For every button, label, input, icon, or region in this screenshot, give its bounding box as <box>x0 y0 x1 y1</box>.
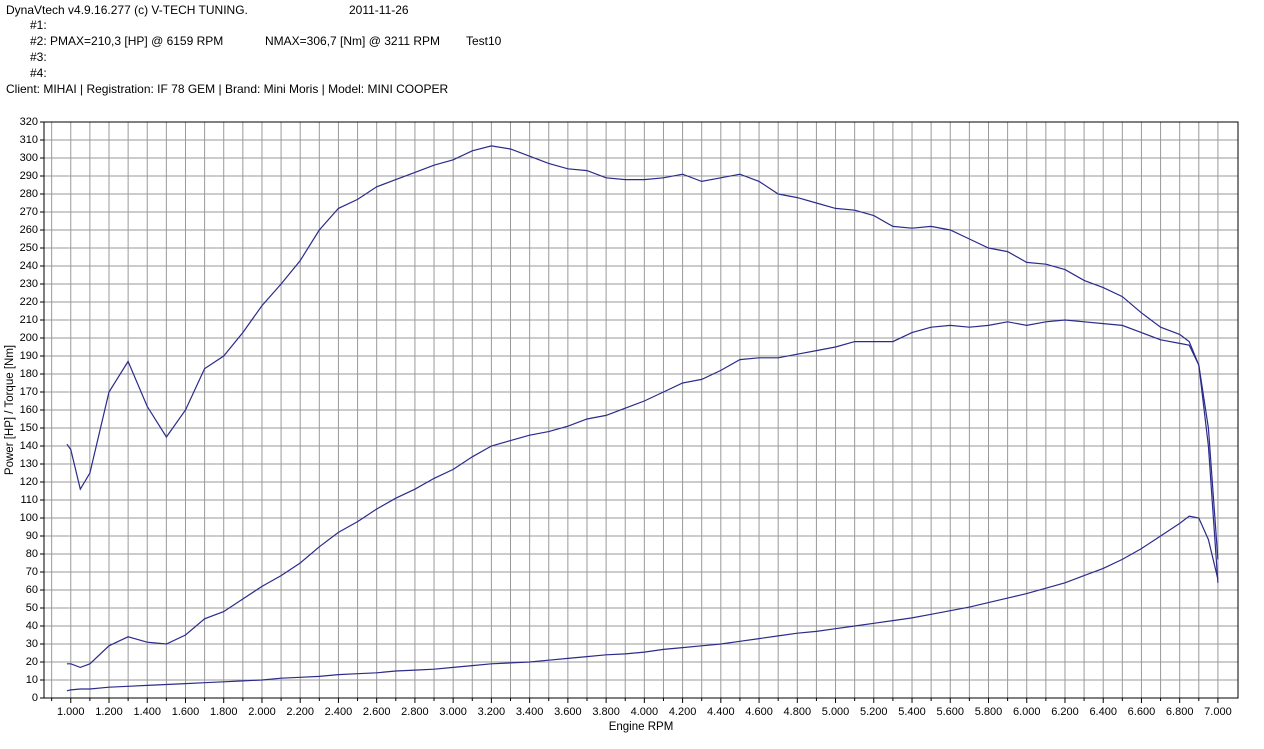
y-tick-label: 160 <box>20 404 38 416</box>
x-tick-label: 2.000 <box>248 706 276 718</box>
y-tick-label: 260 <box>20 224 38 236</box>
data-line <box>66 515 1219 692</box>
run-line: #4: <box>30 66 47 80</box>
y-tick-label: 170 <box>20 386 38 398</box>
x-tick-label: 1.800 <box>210 706 238 718</box>
y-tick-label: 100 <box>20 512 38 524</box>
x-tick-label: 6.800 <box>1166 706 1194 718</box>
x-tick-label: 5.400 <box>898 706 926 718</box>
x-tick-label: 4.200 <box>669 706 697 718</box>
y-tick-label: 60 <box>26 584 38 596</box>
x-tick-label: 6.600 <box>1128 706 1156 718</box>
x-tick-label: 6.000 <box>1013 706 1041 718</box>
x-tick-label: 4.600 <box>745 706 773 718</box>
y-tick-label: 320 <box>20 116 38 128</box>
y-tick-label: 130 <box>20 458 38 470</box>
plot-frame <box>43 121 1239 699</box>
x-tick-label: 4.000 <box>631 706 659 718</box>
y-tick-label: 250 <box>20 242 38 254</box>
x-tick-label: 7.000 <box>1204 706 1232 718</box>
y-tick-label: 200 <box>20 332 38 344</box>
x-tick-label: 3.400 <box>516 706 544 718</box>
y-tick-label: 80 <box>26 548 38 560</box>
run-line: #1: <box>30 18 47 32</box>
y-tick-label: 270 <box>20 206 38 218</box>
y-tick-label: 240 <box>20 260 38 272</box>
y-tick-label: 20 <box>26 656 38 668</box>
x-tick-label: 4.400 <box>707 706 735 718</box>
x-tick-label: 2.800 <box>401 706 429 718</box>
client-info: Client: MIHAI | Registration: IF 78 GEM … <box>6 82 448 96</box>
x-tick-label: 3.800 <box>592 706 620 718</box>
x-tick-label: 1.000 <box>57 706 85 718</box>
x-tick-label: 5.600 <box>936 706 964 718</box>
x-tick-label: 6.200 <box>1051 706 1079 718</box>
y-tick-label: 0 <box>32 692 38 704</box>
y-tick-label: 300 <box>20 152 38 164</box>
y-tick-label: 120 <box>20 476 38 488</box>
x-tick-label: 2.200 <box>286 706 314 718</box>
data-line <box>66 145 1219 560</box>
x-tick-label: 3.000 <box>439 706 467 718</box>
x-tick-label: 2.600 <box>363 706 391 718</box>
y-tick-label: 290 <box>20 170 38 182</box>
y-tick-label: 190 <box>20 350 38 362</box>
x-tick-label: 6.400 <box>1089 706 1117 718</box>
y-axis-label: Power [HP] / Torque [Nm] <box>4 345 16 475</box>
run-name: Test10 <box>466 34 502 48</box>
y-tick-label: 280 <box>20 188 38 200</box>
y-tick-label: 210 <box>20 314 38 326</box>
x-tick-label: 1.600 <box>172 706 200 718</box>
x-tick-label: 4.800 <box>784 706 812 718</box>
x-tick-label: 5.200 <box>860 706 888 718</box>
y-tick-label: 30 <box>26 638 38 650</box>
data-line <box>66 319 1219 669</box>
y-tick-label: 90 <box>26 530 38 542</box>
run-torque: NMAX=306,7 [Nm] @ 3211 RPM <box>265 34 440 48</box>
y-tick-label: 140 <box>20 440 38 452</box>
x-tick-label: 3.200 <box>478 706 506 718</box>
y-tick-label: 110 <box>20 494 38 506</box>
x-tick-label: 3.600 <box>554 706 582 718</box>
x-axis-label: Engine RPM <box>609 721 674 733</box>
x-tick-label: 5.000 <box>822 706 850 718</box>
x-tick-label: 1.200 <box>95 706 123 718</box>
y-tick-label: 10 <box>26 674 38 686</box>
run-line: #2: PMAX=210,3 [HP] @ 6159 RPM <box>30 34 223 48</box>
y-tick-label: 230 <box>20 278 38 290</box>
date: 2011-11-26 <box>349 3 409 17</box>
x-tick-label: 2.400 <box>325 706 353 718</box>
y-tick-label: 310 <box>20 134 38 146</box>
x-tick-label: 5.800 <box>975 706 1003 718</box>
x-tick-label: 1.400 <box>133 706 161 718</box>
y-tick-label: 40 <box>26 620 38 632</box>
y-tick-label: 150 <box>20 422 38 434</box>
run-line: #3: <box>30 50 47 64</box>
app-title: DynaVtech v4.9.16.277 (c) V-TECH TUNING. <box>6 3 248 17</box>
y-tick-label: 180 <box>20 368 38 380</box>
y-tick-label: 220 <box>20 296 38 308</box>
y-tick-label: 70 <box>26 566 38 578</box>
y-tick-label: 50 <box>26 602 38 614</box>
